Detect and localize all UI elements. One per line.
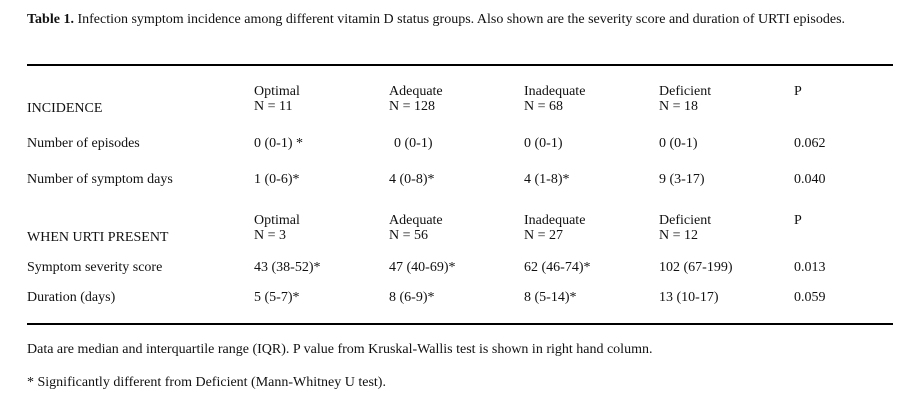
table-caption-label: Table 1. — [27, 12, 74, 27]
group-name: Adequate — [389, 213, 443, 228]
table-cell: 4 (1-8)* — [524, 172, 570, 187]
group-header-inadequate: Inadequate N = 27 — [524, 213, 585, 243]
row-label: Symptom severity score — [27, 260, 163, 275]
table-cell: 0 (0-1) — [394, 136, 433, 151]
table-cell: 4 (0-8)* — [389, 172, 435, 187]
p-column-header: P — [794, 213, 802, 228]
row-label: Number of episodes — [27, 136, 140, 151]
table-cell: 5 (5-7)* — [254, 290, 300, 305]
p-column-header: P — [794, 84, 802, 99]
group-name: Optimal — [254, 84, 300, 99]
group-n: N = 18 — [659, 99, 699, 114]
group-header-inadequate: Inadequate N = 68 — [524, 84, 585, 114]
table-footnote: Data are median and interquartile range … — [27, 342, 653, 357]
table-cell: 1 (0-6)* — [254, 172, 300, 187]
row-label: Duration (days) — [27, 290, 116, 305]
group-n: N = 27 — [524, 228, 564, 243]
group-header-optimal: Optimal N = 11 — [254, 84, 300, 114]
section-title-urti-present: WHEN URTI PRESENT — [27, 230, 169, 245]
table-caption: Table 1. Infection symptom incidence amo… — [27, 11, 882, 28]
table-cell: 43 (38-52)* — [254, 260, 321, 275]
table-cell: 13 (10-17) — [659, 290, 719, 305]
row-label: Number of symptom days — [27, 172, 173, 187]
group-header-adequate: Adequate N = 56 — [389, 213, 443, 243]
group-name: Adequate — [389, 84, 443, 99]
table-footnote: * Significantly different from Deficient… — [27, 375, 386, 390]
table-bottom-rule — [27, 323, 893, 325]
group-n: N = 3 — [254, 228, 287, 243]
group-header-adequate: Adequate N = 128 — [389, 84, 443, 114]
group-header-deficient: Deficient N = 12 — [659, 213, 711, 243]
group-name: Deficient — [659, 84, 712, 99]
table-cell: 8 (6-9)* — [389, 290, 435, 305]
table-cell: 9 (3-17) — [659, 172, 705, 187]
table-cell: 102 (67-199) — [659, 260, 733, 275]
group-header-deficient: Deficient N = 18 — [659, 84, 711, 114]
table-cell: 0 (0-1) * — [254, 136, 303, 151]
p-value: 0.059 — [794, 290, 826, 305]
group-header-optimal: Optimal N = 3 — [254, 213, 300, 243]
table-cell: 47 (40-69)* — [389, 260, 456, 275]
table-cell: 0 (0-1) — [524, 136, 563, 151]
p-value: 0.013 — [794, 260, 826, 275]
group-name: Optimal — [254, 213, 300, 228]
table-caption-text: Infection symptom incidence among differ… — [73, 12, 846, 27]
group-name: Inadequate — [524, 213, 586, 228]
table-top-rule — [27, 64, 893, 66]
group-name: Inadequate — [524, 84, 586, 99]
group-n: N = 11 — [254, 99, 293, 114]
section-title-incidence: INCIDENCE — [27, 101, 103, 116]
table-cell: 0 (0-1) — [659, 136, 698, 151]
p-value: 0.062 — [794, 136, 826, 151]
table-cell: 8 (5-14)* — [524, 290, 577, 305]
group-n: N = 56 — [389, 228, 429, 243]
group-n: N = 12 — [659, 228, 699, 243]
group-n: N = 68 — [524, 99, 564, 114]
group-n: N = 128 — [389, 99, 436, 114]
table-cell: 62 (46-74)* — [524, 260, 591, 275]
p-value: 0.040 — [794, 172, 826, 187]
group-name: Deficient — [659, 213, 712, 228]
